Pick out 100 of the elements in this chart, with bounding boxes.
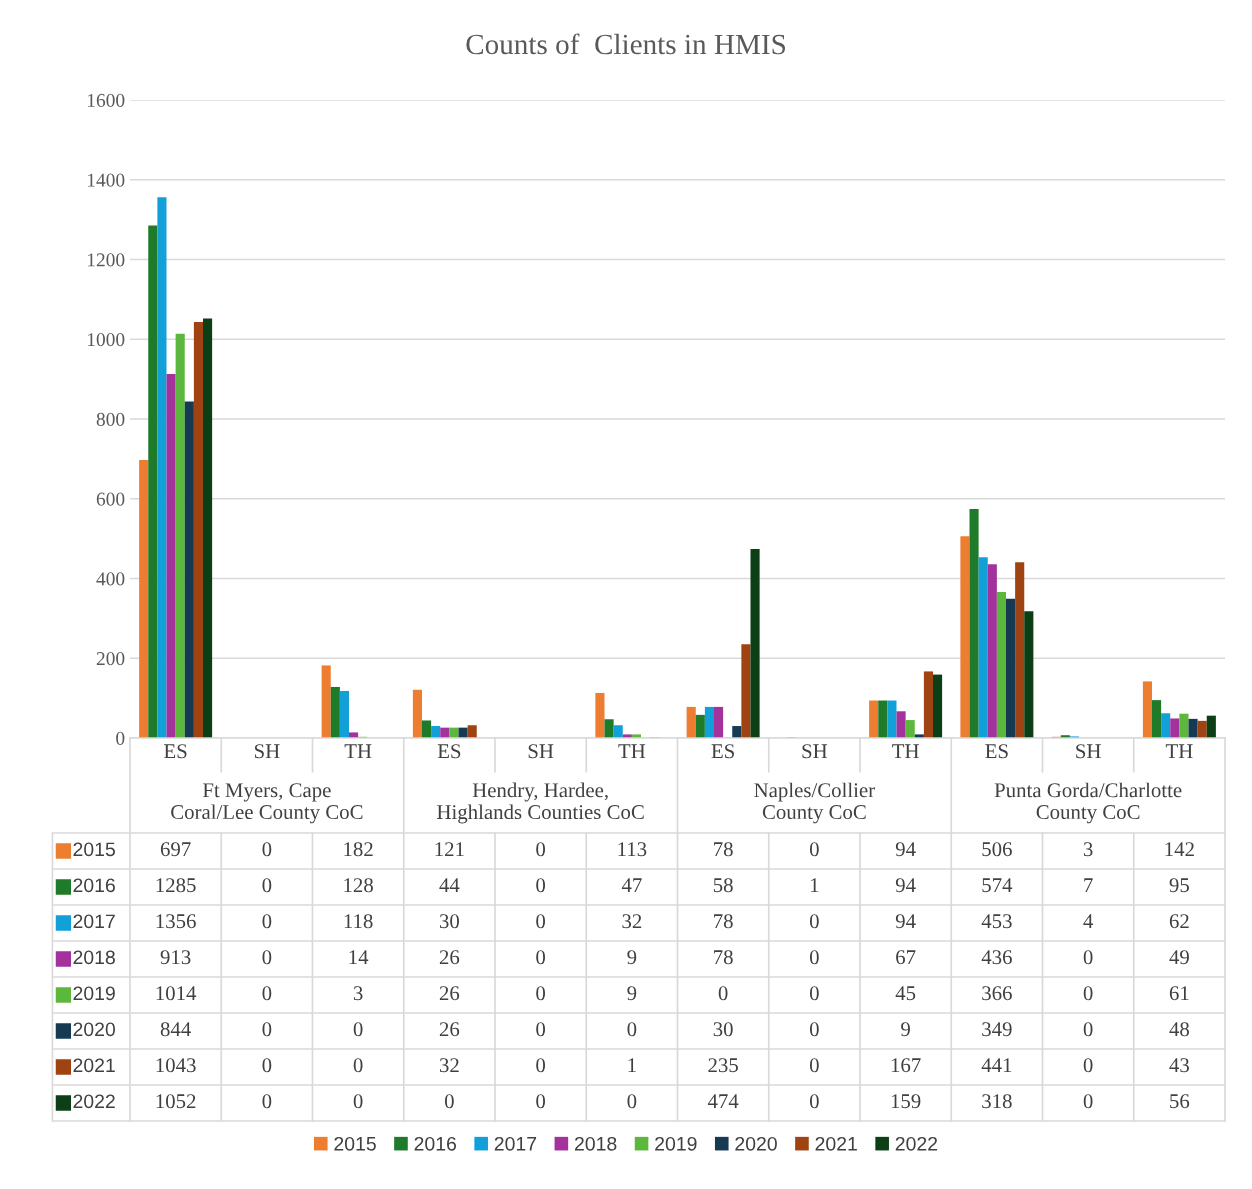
- data-label: 0: [262, 914, 272, 929]
- data-label: 62: [1169, 914, 1189, 929]
- data-label: 58: [713, 878, 733, 893]
- data-label: 142: [1165, 842, 1194, 857]
- data-label: 474: [707, 1094, 739, 1109]
- data-label: 0: [627, 1022, 637, 1037]
- data-label: 844: [160, 1022, 191, 1037]
- data-label: 0: [262, 1058, 272, 1073]
- text: Hendry, Hardee, Highlands Counties CoC: [437, 782, 644, 824]
- x-tick-label: ES: [437, 744, 461, 759]
- x-tick-label: TH: [344, 744, 372, 759]
- text: 2017: [494, 1136, 537, 1151]
- data-label: 441: [981, 1058, 1012, 1073]
- data-label: 0: [1083, 986, 1093, 1001]
- y-tick-label: 1400: [87, 173, 125, 187]
- data-label: 61: [1169, 986, 1189, 1001]
- data-label: 26: [439, 950, 460, 965]
- data-label: 94: [895, 842, 916, 857]
- data-label: 0: [353, 1022, 363, 1037]
- text: 2020: [735, 1136, 777, 1151]
- data-label: 0: [353, 1094, 363, 1109]
- data-label: 9: [627, 950, 637, 965]
- data-label: 30: [439, 914, 459, 929]
- data-label: 167: [891, 1058, 921, 1073]
- data-label: 0: [627, 1094, 637, 1109]
- data-label: 0: [536, 842, 546, 857]
- data-label: 0: [809, 1058, 819, 1073]
- data-label: 78: [714, 914, 733, 929]
- y-tick-label: 400: [96, 572, 125, 586]
- data-label: 1356: [156, 914, 196, 929]
- y-tick-label: 200: [96, 652, 125, 666]
- data-label: 1: [628, 1058, 636, 1073]
- data-label: 78: [714, 842, 733, 857]
- legend-label: 2017: [73, 914, 115, 929]
- data-label: 44: [439, 878, 460, 893]
- data-label: 1014: [156, 986, 197, 1001]
- x-tick-label: SH: [802, 744, 828, 759]
- data-label: 0: [718, 986, 728, 1001]
- legend-label: 2019: [73, 986, 115, 1001]
- data-label: 1043: [156, 1058, 196, 1073]
- data-label: 9: [627, 986, 637, 1001]
- data-label: 47: [621, 878, 642, 893]
- data-label: 118: [344, 914, 373, 929]
- data-label: 574: [982, 878, 1013, 893]
- data-label: 9: [901, 1022, 910, 1037]
- x-tick-label: ES: [711, 744, 734, 759]
- data-label: 366: [982, 986, 1012, 1001]
- data-label: 3: [353, 986, 363, 1001]
- data-label: 0: [536, 1058, 546, 1073]
- y-tick-label: 1000: [87, 333, 125, 347]
- y-tick-label: 1600: [87, 93, 125, 107]
- data-label: 0: [262, 878, 272, 893]
- text: 2015: [334, 1136, 376, 1151]
- data-label: 0: [444, 1094, 454, 1109]
- data-label: 26: [439, 1022, 460, 1037]
- data-label: 0: [809, 1022, 819, 1037]
- y-tick-label: 0: [116, 731, 125, 745]
- legend-label: 2015: [73, 842, 115, 857]
- data-label: 159: [891, 1094, 921, 1109]
- data-label: 1: [811, 878, 819, 893]
- data-label: 94: [895, 878, 916, 893]
- data-label: 0: [1083, 1022, 1093, 1037]
- data-label: 506: [982, 842, 1012, 857]
- data-label: 0: [809, 1094, 819, 1109]
- data-label: 121: [435, 842, 464, 857]
- data-label: 4: [1083, 914, 1094, 929]
- data-label: 0: [536, 914, 546, 929]
- data-label: 94: [895, 914, 916, 929]
- data-label: 436: [981, 950, 1012, 965]
- x-tick-label: TH: [892, 744, 919, 759]
- x-tick-label: SH: [254, 744, 280, 759]
- text: Ft Myers, Cape Coral/Lee County CoC: [171, 783, 363, 824]
- data-label: 7: [1084, 878, 1093, 893]
- x-tick-label: ES: [164, 744, 187, 759]
- text: 2021: [815, 1136, 857, 1151]
- data-label: 56: [1170, 1094, 1190, 1109]
- data-label: 0: [809, 842, 819, 857]
- x-tick-label: SH: [1076, 744, 1101, 759]
- data-label: 0: [353, 1058, 363, 1073]
- data-label: 1285: [156, 878, 196, 893]
- data-label: 0: [809, 950, 819, 965]
- data-label: 32: [439, 1058, 459, 1073]
- data-label: 453: [981, 914, 1012, 929]
- data-label: 32: [622, 914, 642, 929]
- legend-label: 2016: [73, 878, 115, 893]
- data-label: 0: [536, 878, 546, 893]
- data-label: 349: [982, 1022, 1012, 1037]
- legend-label: 2022: [73, 1094, 115, 1109]
- data-label: 0: [262, 950, 272, 965]
- data-label: 0: [809, 986, 819, 1001]
- data-label: 0: [536, 1022, 546, 1037]
- data-label: 318: [982, 1094, 1012, 1109]
- data-label: 0: [536, 950, 546, 965]
- data-label: 48: [1169, 1022, 1189, 1037]
- text: 2022: [895, 1136, 938, 1151]
- y-tick-label: 1200: [87, 253, 125, 267]
- data-label: 95: [1169, 878, 1189, 893]
- data-label: 0: [262, 986, 272, 1001]
- data-label: 913: [160, 950, 191, 965]
- legend-label: 2018: [73, 950, 115, 965]
